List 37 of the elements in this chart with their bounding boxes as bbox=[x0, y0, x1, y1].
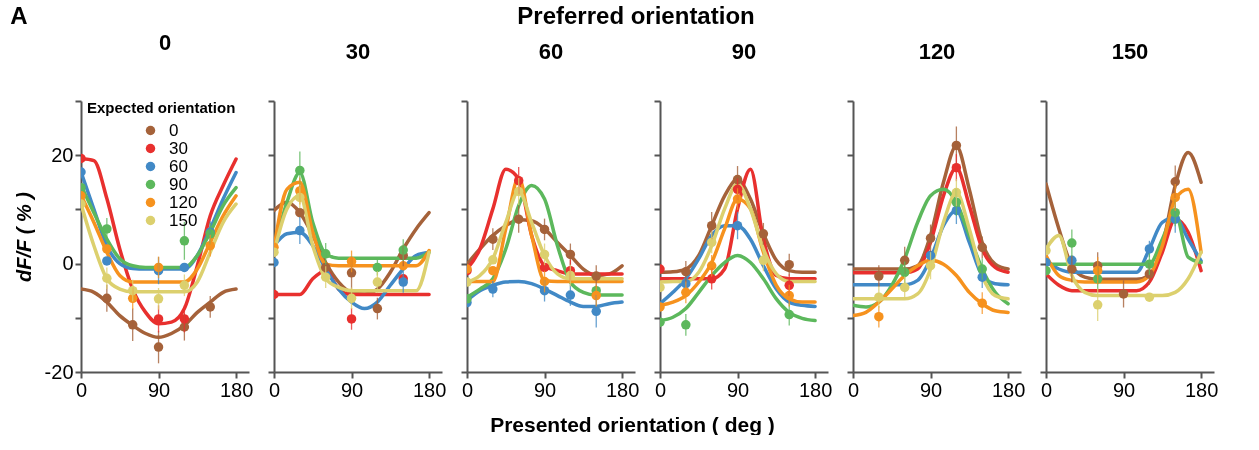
legend-label: 60 bbox=[169, 156, 188, 176]
chart-title: 60 bbox=[538, 39, 564, 64]
x-tick-label: 180 bbox=[1184, 378, 1219, 401]
text: Preferred orientation bbox=[517, 2, 755, 29]
x-tick-label: 90 bbox=[147, 378, 171, 401]
x-tick-label: 0 bbox=[268, 378, 281, 401]
x-tick-label: 0 bbox=[461, 378, 474, 401]
y-tick-label: 20 bbox=[51, 143, 74, 166]
x-tick-label: 90 bbox=[726, 378, 750, 401]
x-tick-label: 0 bbox=[654, 378, 667, 401]
legend-label: 150 bbox=[169, 210, 198, 230]
chart-title: 120 bbox=[918, 39, 956, 64]
y-axis-title: dF/F ( % ) bbox=[12, 191, 35, 282]
x-tick-label: 0 bbox=[75, 378, 88, 401]
chart-title: 150 bbox=[1111, 39, 1149, 64]
x-tick-label: 0 bbox=[847, 378, 860, 401]
legend-label: 30 bbox=[169, 138, 188, 158]
chart-title: 30 bbox=[345, 39, 371, 64]
x-tick-label: 180 bbox=[605, 378, 640, 401]
x-tick-label: 90 bbox=[340, 378, 364, 401]
text: A bbox=[10, 2, 28, 29]
x-tick-label: 90 bbox=[533, 378, 557, 401]
chart-title: 0 bbox=[158, 30, 172, 55]
x-tick-label: 180 bbox=[991, 378, 1026, 401]
legend-title: Expected orientation bbox=[87, 99, 236, 116]
x-tick-label: 180 bbox=[412, 378, 447, 401]
y-tick-label: -20 bbox=[44, 360, 74, 383]
x-tick-label: 90 bbox=[1112, 378, 1136, 401]
x-tick-label: 180 bbox=[798, 378, 833, 401]
legend-label: 0 bbox=[169, 120, 179, 140]
x-tick-label: 90 bbox=[919, 378, 943, 401]
legend-label: 120 bbox=[169, 192, 198, 212]
x-tick-label: 0 bbox=[1040, 378, 1053, 401]
y-tick-label: 0 bbox=[62, 252, 74, 275]
legend-label: 90 bbox=[169, 174, 188, 194]
chart-title: 90 bbox=[731, 39, 757, 64]
x-tick-label: 180 bbox=[219, 378, 254, 401]
